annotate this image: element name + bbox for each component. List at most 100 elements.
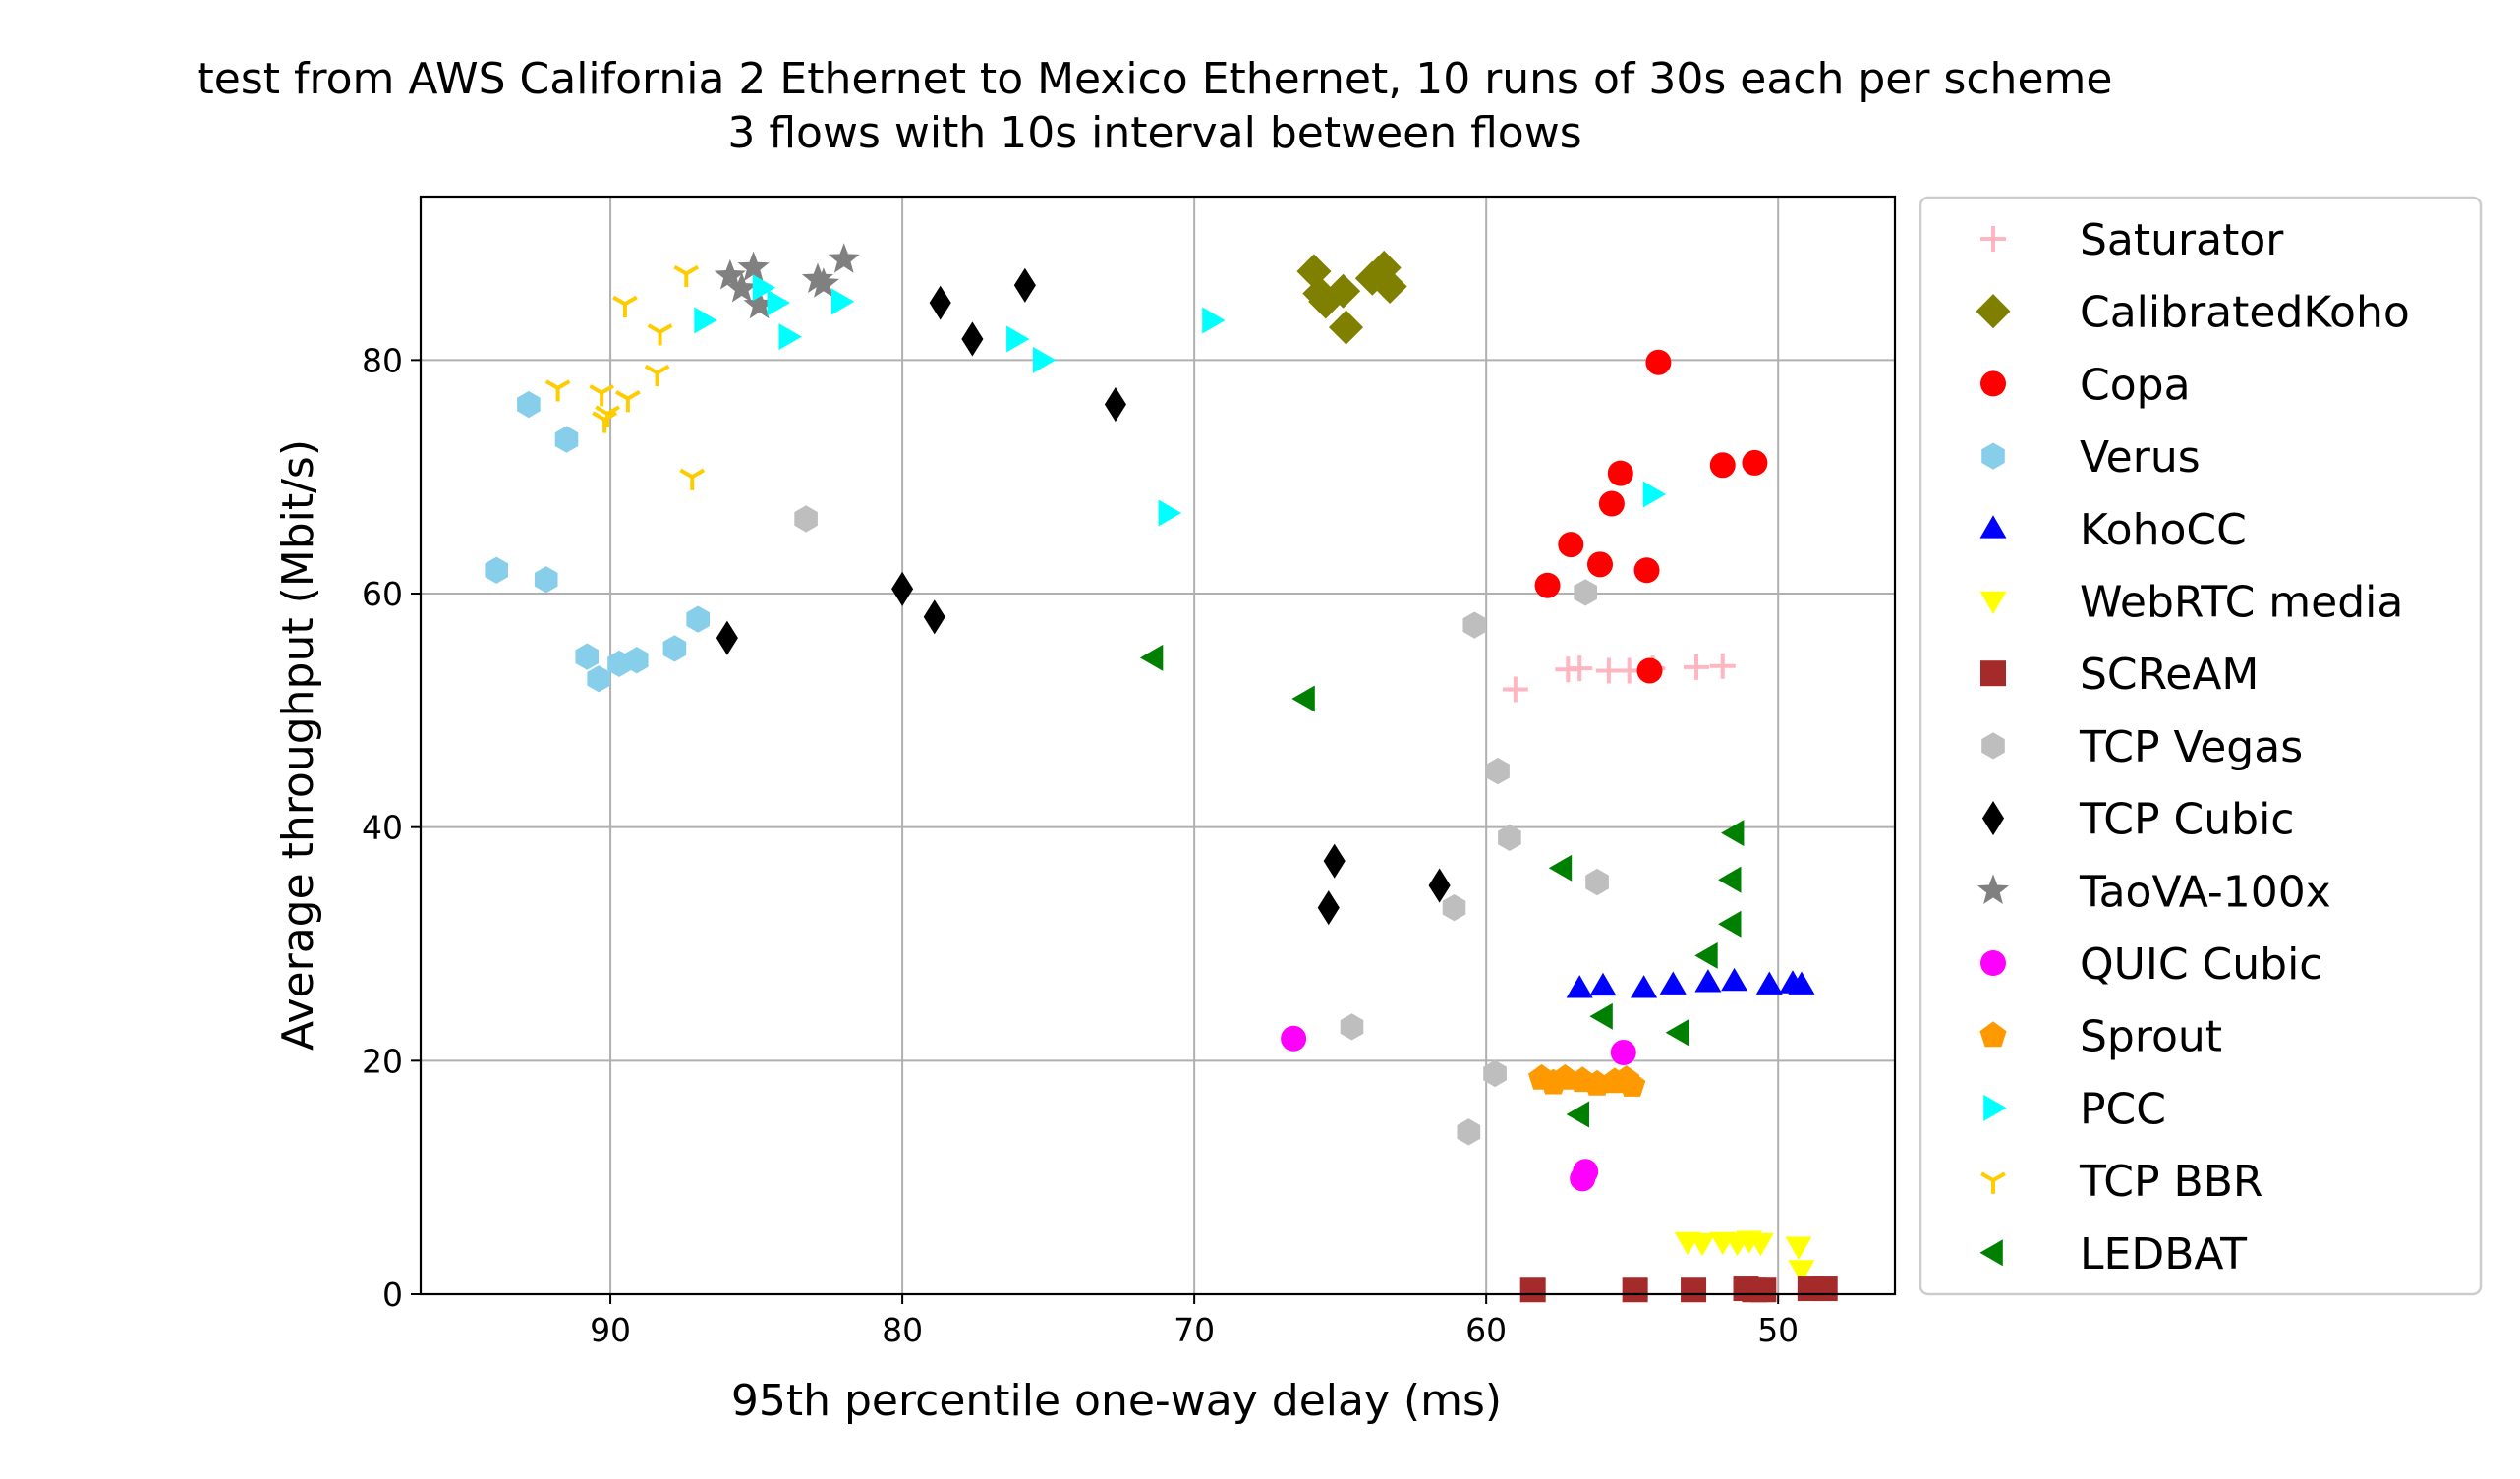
data-point bbox=[1558, 532, 1583, 557]
data-point bbox=[1567, 655, 1592, 681]
data-point bbox=[1585, 869, 1609, 895]
y-tick-label: 60 bbox=[362, 575, 403, 613]
y-axis-label: Average throughput (Mbit/s) bbox=[273, 439, 323, 1051]
legend-label: Copa bbox=[2080, 360, 2191, 410]
data-point bbox=[961, 321, 983, 356]
data-point bbox=[1718, 911, 1741, 938]
scatter-chart: test from AWS California 2 Ethernet to M… bbox=[0, 0, 2520, 1479]
data-point bbox=[779, 323, 802, 350]
y-tick-label: 40 bbox=[362, 809, 403, 847]
data-point bbox=[1458, 1118, 1481, 1145]
legend-marker bbox=[1980, 370, 2006, 396]
legend-label: QUIC Cubic bbox=[2080, 939, 2322, 990]
data-point bbox=[891, 572, 913, 606]
series-webrtc-media bbox=[1675, 1231, 1815, 1283]
data-point bbox=[646, 367, 669, 386]
y-tick-label: 20 bbox=[362, 1042, 403, 1080]
data-point bbox=[694, 307, 716, 333]
chart-title: test from AWS California 2 Ethernet to M… bbox=[198, 54, 2113, 104]
data-point bbox=[663, 635, 687, 661]
legend-label: SCReAM bbox=[2080, 650, 2259, 700]
legend-marker bbox=[1980, 950, 2006, 976]
data-point bbox=[924, 599, 945, 634]
x-axis-label: 95th percentile one-way delay (ms) bbox=[731, 1376, 1502, 1426]
axis-ticks: 90 80 70 60 50020406080 bbox=[362, 341, 1799, 1349]
series-pcc bbox=[694, 274, 1666, 526]
data-point bbox=[1503, 676, 1528, 702]
legend-label: WebRTC media bbox=[2080, 578, 2403, 628]
data-point bbox=[1599, 491, 1625, 517]
legend-label: Sprout bbox=[2080, 1012, 2222, 1062]
data-point bbox=[1202, 307, 1225, 333]
data-point bbox=[1587, 551, 1613, 577]
data-point bbox=[1549, 855, 1572, 882]
legend-label: PCC bbox=[2080, 1084, 2166, 1134]
data-point bbox=[593, 413, 616, 432]
x-tick-label: 70 bbox=[1174, 1311, 1215, 1349]
legend-label: TCP Vegas bbox=[2079, 722, 2303, 772]
data-point bbox=[1570, 1166, 1595, 1191]
data-point bbox=[1033, 347, 1056, 373]
data-point bbox=[1318, 890, 1340, 925]
data-point bbox=[1291, 686, 1314, 712]
data-point bbox=[517, 391, 541, 418]
data-point bbox=[1643, 482, 1666, 508]
data-point bbox=[1140, 645, 1163, 671]
data-point bbox=[555, 427, 579, 453]
x-tick-label: 90 bbox=[590, 1311, 631, 1349]
data-point bbox=[1463, 612, 1487, 639]
data-point bbox=[649, 325, 672, 345]
data-point bbox=[680, 470, 704, 489]
series-copa bbox=[1535, 350, 1768, 684]
data-point bbox=[1590, 973, 1617, 995]
data-point bbox=[485, 557, 508, 584]
data-point bbox=[1014, 268, 1036, 303]
data-point bbox=[1567, 975, 1593, 997]
data-point bbox=[1281, 1026, 1306, 1052]
legend-label: LEDBAT bbox=[2080, 1229, 2247, 1280]
data-point bbox=[1608, 461, 1633, 486]
grid-lines bbox=[421, 197, 1895, 1294]
data-point bbox=[1498, 825, 1521, 851]
data-point bbox=[1429, 869, 1451, 903]
legend-label: Saturator bbox=[2080, 215, 2284, 265]
data-point bbox=[930, 286, 951, 320]
x-tick-label: 80 bbox=[882, 1311, 923, 1349]
data-point bbox=[768, 290, 790, 316]
data-point bbox=[1486, 758, 1510, 784]
data-point bbox=[686, 606, 710, 633]
data-point bbox=[1324, 844, 1346, 879]
series-verus bbox=[485, 391, 710, 693]
data-point bbox=[613, 297, 637, 316]
data-point bbox=[1645, 350, 1671, 375]
data-point bbox=[1636, 657, 1662, 683]
data-point bbox=[546, 381, 570, 401]
legend-label: TCP BBR bbox=[2079, 1157, 2262, 1207]
data-point bbox=[794, 505, 818, 532]
series-scream bbox=[1520, 1276, 1838, 1302]
data-point bbox=[1684, 654, 1709, 680]
data-point bbox=[716, 621, 738, 655]
data-point bbox=[1611, 1040, 1636, 1065]
data-point bbox=[1105, 387, 1126, 422]
data-point bbox=[1634, 557, 1660, 583]
chart-subtitle: 3 flows with 10s interval between flows bbox=[727, 108, 1581, 158]
data-point bbox=[831, 288, 854, 314]
data-point bbox=[1006, 326, 1029, 353]
data-point bbox=[674, 267, 698, 287]
data-point bbox=[535, 566, 558, 593]
data-point bbox=[587, 665, 610, 692]
series-saturator bbox=[1503, 654, 1736, 703]
data-point bbox=[1567, 1102, 1589, 1128]
plot-frame bbox=[421, 197, 1895, 1294]
series-sprout bbox=[1528, 1064, 1645, 1097]
data-point bbox=[576, 644, 600, 670]
legend-marker bbox=[1980, 660, 2006, 686]
data-point bbox=[1812, 1276, 1838, 1301]
y-tick-label: 80 bbox=[362, 341, 403, 379]
data-point bbox=[1721, 968, 1747, 991]
data-point bbox=[1329, 311, 1363, 345]
data-point bbox=[1623, 1277, 1648, 1302]
x-tick-label: 60 bbox=[1465, 1311, 1507, 1349]
x-tick-label: 50 bbox=[1757, 1311, 1799, 1349]
